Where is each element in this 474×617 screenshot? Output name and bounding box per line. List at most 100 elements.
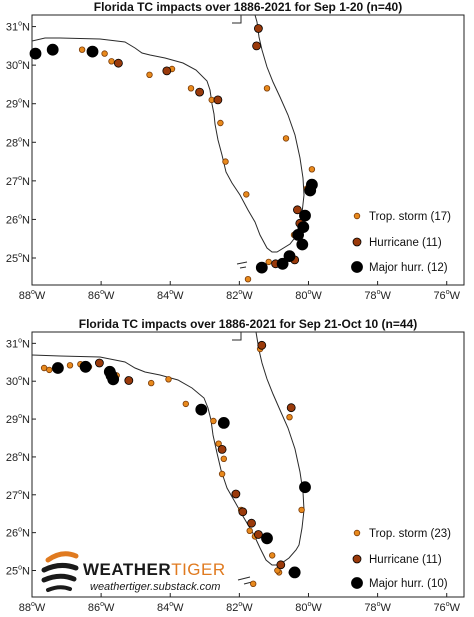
x-tick-label: 86oW <box>88 289 115 302</box>
legend-label-trop-storm: Trop. storm (17) <box>369 211 451 223</box>
trop-storm-point <box>165 376 172 383</box>
hurricane-point <box>253 530 263 539</box>
y-tick-label: 25oN <box>6 565 30 578</box>
legend-label-hurricane: Hurricane (11) <box>369 554 442 566</box>
x-tick-label: 76oW <box>433 601 460 614</box>
x-axis: 88oW 86oW 84oW 82oW 80oW 78oW 76oW <box>19 593 461 614</box>
x-tick-label: 82oW <box>226 601 253 614</box>
major-hurricane-point <box>288 566 301 579</box>
x-axis: 88oW 86oW 84oW 82oW 80oW 78oW 76oW <box>19 281 461 302</box>
coastline-state-border <box>32 15 305 253</box>
hurricane-point <box>124 376 134 385</box>
y-tick-label: 29oN <box>6 98 30 111</box>
x-tick-label: 84oW <box>157 289 184 302</box>
legend-marker-trop-storm <box>353 212 361 220</box>
trop-storm-point <box>222 158 229 165</box>
legend-label-major: Major hurr. (10) <box>369 578 448 590</box>
scatter-points <box>29 24 318 283</box>
x-tick-label: 88oW <box>19 289 46 302</box>
hurricane-point <box>162 66 172 76</box>
legend-label-trop-storm: Trop. storm (23) <box>369 528 451 540</box>
panel-sep-21-oct-10: Florida TC impacts over 1886-2021 for Se… <box>6 317 465 614</box>
panel-sep-1-20: Florida TC impacts over 1886-2021 for Se… <box>6 0 465 302</box>
trop-storm-point <box>46 366 53 374</box>
trop-storm-point <box>269 552 276 559</box>
major-hurricane-point <box>299 481 311 494</box>
y-tick-label: 28oN <box>6 451 30 464</box>
x-tick-label: 82oW <box>226 289 253 302</box>
y-axis: 25oN 26oN 27oN 28oN 29oN 30oN 31oN <box>6 337 36 578</box>
major-hurricane-point <box>86 45 99 58</box>
major-hurricane-point <box>276 257 289 270</box>
legend-label-hurricane: Hurricane (11) <box>369 237 442 249</box>
major-hurricane-point <box>107 373 120 386</box>
trop-storm-point <box>220 455 227 462</box>
major-hurricane-point <box>195 403 208 416</box>
y-tick-label: 29oN <box>6 413 30 426</box>
x-tick-label: 88oW <box>19 601 46 614</box>
trop-storm-point <box>40 364 48 372</box>
y-tick-label: 31oN <box>6 21 30 34</box>
trop-storm-point <box>215 440 222 447</box>
trop-storm-point <box>218 470 226 478</box>
y-tick-label: 26oN <box>6 213 30 226</box>
trop-storm-point <box>146 71 153 78</box>
plot-frame <box>31 14 465 286</box>
legend-marker-hurricane <box>352 554 362 564</box>
major-hurricane-point <box>79 360 92 373</box>
trop-storm-point <box>246 527 253 534</box>
hurricane-point <box>231 489 241 499</box>
brand-name-part2: TIGER <box>171 560 225 579</box>
major-hurricane-point <box>29 47 42 60</box>
y-axis: 25oN 26oN 27oN 28oN 29oN 30oN 31oN <box>6 21 36 265</box>
y-tick-label: 30oN <box>6 375 30 388</box>
hurricane-point <box>213 95 223 105</box>
chart-title: Florida TC impacts over 1886-2021 for Se… <box>79 317 417 331</box>
y-tick-label: 27oN <box>6 175 30 188</box>
trop-storm-point <box>308 166 316 173</box>
scatter-points <box>40 340 311 587</box>
legend: Trop. storm (23) Hurricane (11) Major hu… <box>351 528 451 590</box>
major-hurricane-point <box>304 184 317 197</box>
x-tick-label: 80oW <box>295 289 322 302</box>
x-tick-label: 86oW <box>88 601 115 614</box>
trop-storm-point <box>244 276 252 283</box>
y-tick-label: 25oN <box>6 252 30 265</box>
trop-storm-point <box>282 135 290 142</box>
brand-name: WEATHERTIGER <box>83 560 226 579</box>
x-tick-label: 78oW <box>364 601 391 614</box>
y-tick-label: 26oN <box>6 527 30 540</box>
y-tick-label: 31oN <box>6 337 30 350</box>
trop-storm-point <box>66 362 74 369</box>
major-hurricane-point <box>283 250 296 263</box>
major-hurricane-point <box>261 532 273 545</box>
trop-storm-point <box>265 258 272 266</box>
trop-storm-point <box>274 567 281 574</box>
hurricane-point <box>252 41 262 51</box>
trop-storm-point <box>147 379 155 387</box>
hurricane-point <box>95 358 104 368</box>
legend: Trop. storm (17) Hurricane (11) Major hu… <box>351 211 451 274</box>
major-hurricane-point <box>217 416 230 429</box>
watermark: WEATHERTIGER weathertiger.substack.com <box>41 551 226 593</box>
legend-marker-hurricane <box>352 237 362 247</box>
hurricane-point <box>257 340 267 350</box>
legend-marker-major <box>351 261 363 273</box>
brand-name-part1: WEATHER <box>83 560 171 579</box>
hurricane-point <box>238 507 248 517</box>
hurricane-point <box>195 87 205 97</box>
x-tick-label: 80oW <box>295 601 322 614</box>
major-hurricane-point <box>52 362 64 374</box>
trop-storm-point <box>108 58 115 65</box>
trop-storm-point <box>101 50 108 57</box>
keys-islands <box>236 261 248 269</box>
y-tick-label: 27oN <box>6 489 30 502</box>
trop-storm-point <box>182 400 189 408</box>
legend-marker-trop-storm <box>353 529 361 537</box>
x-tick-label: 84oW <box>157 601 184 614</box>
brand-url: weathertiger.substack.com <box>90 581 220 593</box>
trop-storm-point <box>286 414 293 421</box>
trop-storm-point <box>243 191 250 198</box>
hurricane-point <box>247 518 256 528</box>
